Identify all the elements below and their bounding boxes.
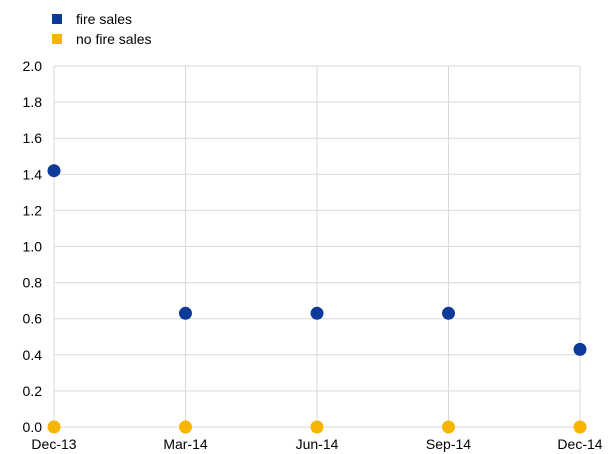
x-tick-label: Dec-14 [557, 436, 602, 452]
legend-swatch-fire-sales [52, 14, 62, 24]
x-tick-label: Dec-13 [31, 436, 76, 452]
legend-label-fire-sales: fire sales [76, 11, 133, 27]
no-fire-sales-point [442, 420, 455, 434]
no-fire-sales-point [310, 420, 324, 434]
y-tick-label: 2.0 [23, 58, 43, 74]
y-tick-label: 0.4 [23, 347, 43, 363]
x-tick-label: Jun-14 [296, 436, 339, 452]
y-tick-label: 1.4 [23, 166, 43, 182]
legend-swatch-no-fire-sales [52, 34, 62, 44]
fire-sales-point [310, 306, 324, 320]
legend-label-no-fire-sales: no fire sales [76, 31, 152, 47]
fire-sales-point [442, 306, 455, 320]
legend: fire sales no fire sales [52, 9, 151, 49]
no-fire-sales-point [573, 420, 587, 434]
y-tick-label: 1.8 [23, 94, 43, 110]
legend-item-no-fire-sales: no fire sales [52, 29, 151, 49]
no-fire-sales-point [179, 420, 192, 434]
y-tick-label: 1.6 [23, 130, 43, 146]
y-tick-label: 0.2 [23, 383, 43, 399]
y-tick-label: 1.0 [23, 239, 43, 255]
y-tick-label: 1.2 [23, 202, 43, 218]
legend-item-fire-sales: fire sales [52, 9, 151, 29]
no-fire-sales-point [47, 420, 61, 434]
x-tick-label: Mar-14 [163, 436, 208, 452]
fire-sales-point [573, 342, 587, 356]
y-tick-label: 0.0 [23, 419, 43, 435]
x-tick-label: Sep-14 [426, 436, 471, 452]
fire-sales-point [179, 306, 192, 320]
fire-sales-point [47, 164, 61, 178]
y-tick-label: 0.8 [23, 275, 43, 291]
y-tick-label: 0.6 [23, 311, 43, 327]
